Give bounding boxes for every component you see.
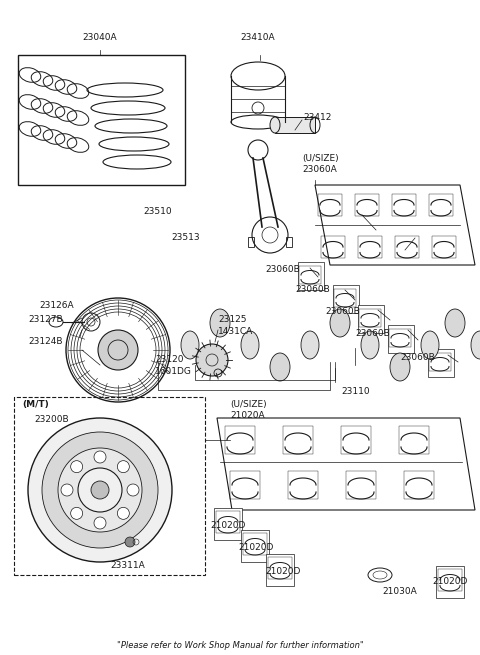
Text: 23412: 23412 [303, 113, 331, 121]
Bar [266, 554, 294, 586]
Circle shape [117, 508, 129, 519]
Ellipse shape [445, 309, 465, 337]
Circle shape [127, 484, 139, 496]
Ellipse shape [421, 331, 439, 359]
Text: 23125: 23125 [218, 316, 247, 324]
Circle shape [125, 537, 135, 547]
Ellipse shape [301, 331, 319, 359]
Ellipse shape [210, 309, 230, 337]
Text: 23060A: 23060A [302, 166, 337, 174]
Bar [399, 426, 429, 454]
Bar [268, 557, 292, 579]
Bar [225, 426, 255, 454]
Text: 1431CA: 1431CA [218, 328, 253, 337]
Circle shape [71, 460, 83, 473]
Text: 21020A: 21020A [230, 411, 264, 421]
Bar [334, 289, 356, 307]
Text: (U/SIZE): (U/SIZE) [230, 400, 266, 409]
Bar [359, 309, 381, 327]
Circle shape [28, 418, 172, 562]
Circle shape [78, 468, 122, 512]
Text: 21020D: 21020D [432, 578, 468, 586]
Bar [389, 329, 411, 347]
Circle shape [94, 517, 106, 529]
Bar [318, 194, 342, 216]
Text: (U/SIZE): (U/SIZE) [302, 153, 338, 162]
Ellipse shape [241, 331, 259, 359]
Bar [392, 194, 416, 216]
Text: 23060B: 23060B [355, 329, 390, 339]
Text: 23126A: 23126A [39, 301, 73, 310]
Text: 23060B: 23060B [325, 307, 360, 316]
Text: 23510: 23510 [144, 208, 172, 217]
Circle shape [98, 330, 138, 370]
Bar [275, 117, 315, 133]
Bar [429, 353, 451, 371]
Ellipse shape [361, 331, 379, 359]
Text: 23410A: 23410A [240, 33, 276, 43]
Text: 21020D: 21020D [265, 567, 300, 576]
Text: 21020D: 21020D [238, 544, 274, 553]
Text: 23040A: 23040A [83, 33, 117, 43]
Bar [358, 305, 384, 333]
Text: 23200B: 23200B [34, 415, 69, 424]
Text: (M/T): (M/T) [22, 400, 49, 409]
Bar [298, 262, 324, 290]
Bar [243, 533, 267, 555]
Ellipse shape [471, 331, 480, 359]
Bar [283, 426, 313, 454]
Bar [230, 471, 260, 499]
Bar [388, 325, 414, 353]
Text: 21020D: 21020D [210, 521, 245, 529]
Bar [404, 471, 434, 499]
Ellipse shape [330, 309, 350, 337]
Bar [341, 426, 371, 454]
Circle shape [58, 448, 142, 532]
Bar [241, 530, 269, 562]
Bar [395, 236, 419, 258]
Bar [18, 55, 185, 185]
Ellipse shape [270, 117, 280, 133]
Bar [355, 194, 379, 216]
Text: 21030A: 21030A [382, 588, 417, 597]
Text: 23060B: 23060B [265, 265, 300, 274]
Circle shape [71, 508, 83, 519]
Bar [216, 511, 240, 533]
Bar [333, 285, 359, 313]
Text: 1601DG: 1601DG [155, 367, 192, 377]
Bar [321, 236, 345, 258]
Text: 23060B: 23060B [400, 352, 435, 362]
Text: 23060B: 23060B [295, 286, 330, 295]
Circle shape [91, 481, 109, 499]
Text: 23513: 23513 [171, 233, 200, 242]
Text: 23311A: 23311A [110, 561, 145, 569]
Text: "Please refer to Work Shop Manual for further information": "Please refer to Work Shop Manual for fu… [117, 641, 363, 650]
Bar [299, 266, 321, 284]
Circle shape [42, 432, 158, 548]
Bar [436, 566, 464, 598]
Bar [286, 237, 292, 247]
Circle shape [94, 451, 106, 463]
Bar [248, 237, 254, 247]
Ellipse shape [181, 331, 199, 359]
Bar [428, 349, 454, 377]
Text: 23120: 23120 [155, 356, 183, 364]
Bar [429, 194, 453, 216]
Bar [214, 508, 242, 540]
Circle shape [196, 344, 228, 376]
Bar [438, 569, 462, 591]
Circle shape [61, 484, 73, 496]
Bar [14, 397, 205, 575]
Bar [288, 471, 318, 499]
Bar [432, 236, 456, 258]
Text: 23124B: 23124B [28, 337, 62, 346]
Ellipse shape [270, 353, 290, 381]
Bar [346, 471, 376, 499]
Text: 23110: 23110 [342, 388, 370, 396]
Text: 23127B: 23127B [28, 316, 62, 324]
Ellipse shape [390, 353, 410, 381]
Bar [358, 236, 382, 258]
Circle shape [117, 460, 129, 473]
